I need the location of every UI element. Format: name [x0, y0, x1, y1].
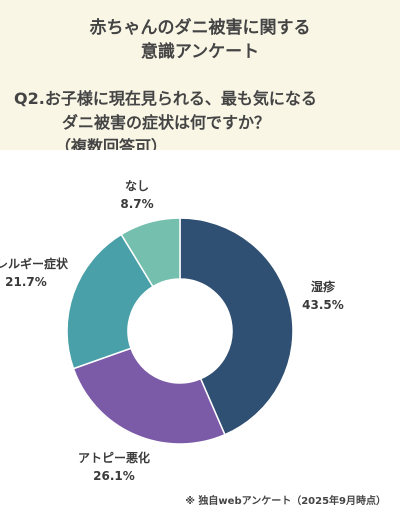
question-line-2: ダニ被害の症状は何ですか？	[62, 113, 271, 132]
donut-slices	[66, 217, 294, 445]
slice-value-3: 21.7%	[5, 275, 47, 289]
question-line-1: Q2.お子様に現在見られる、最も気になる	[14, 89, 317, 108]
slice-4	[120, 217, 181, 288]
slice-3	[66, 233, 154, 370]
slice-2	[72, 347, 226, 445]
title-line-1: 赤ちゃんのダニ被害に関する	[89, 18, 311, 38]
slice-value-2: 26.1%	[93, 469, 135, 483]
slice-label-1: 湿疹	[311, 279, 336, 294]
donut-labels: 湿疹 43.5% アトピー悪化 26.1% アレルギー症状 21.7% なし 8.7%	[0, 179, 344, 483]
slice-value-1: 43.5%	[302, 298, 344, 312]
footnote: ※ 独自webアンケート（2025年9月時点）	[185, 496, 386, 507]
page-title: 赤ちゃんのダニ被害に関する 意識アンケート	[0, 16, 400, 64]
title-line-2: 意識アンケート	[140, 42, 260, 62]
slice-1	[179, 217, 294, 436]
slice-label-3: アレルギー症状	[0, 256, 69, 271]
slice-label-2: アトピー悪化	[78, 450, 150, 465]
slice-value-4: 8.7%	[120, 197, 153, 211]
slice-label-4: なし	[125, 179, 149, 193]
